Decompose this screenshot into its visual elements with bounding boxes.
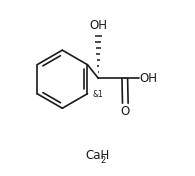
Text: CaH: CaH bbox=[85, 149, 109, 162]
Text: O: O bbox=[121, 105, 130, 118]
Text: OH: OH bbox=[89, 19, 107, 32]
Text: OH: OH bbox=[140, 72, 158, 85]
Text: &1: &1 bbox=[92, 90, 103, 99]
Text: 2: 2 bbox=[100, 156, 105, 165]
